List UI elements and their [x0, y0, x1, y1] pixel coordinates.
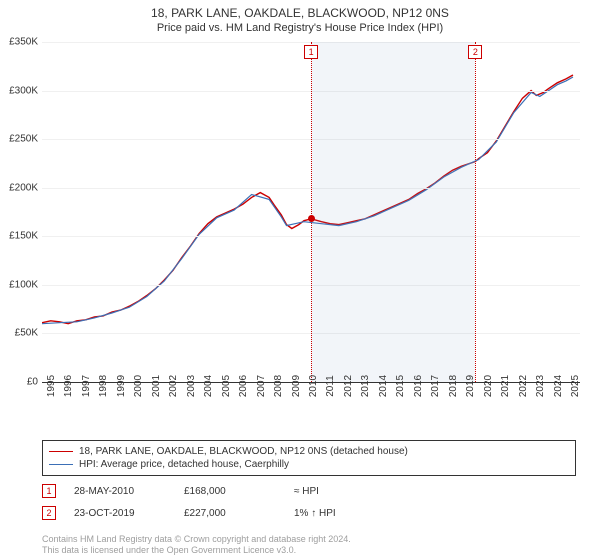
x-tick-label: 1997 [81, 375, 92, 397]
x-tick-label: 2018 [448, 375, 459, 397]
footer-line2: This data is licensed under the Open Gov… [42, 545, 351, 556]
x-tick-label: 2006 [238, 375, 249, 397]
x-tick-label: 2007 [256, 375, 267, 397]
chart-title: 18, PARK LANE, OAKDALE, BLACKWOOD, NP12 … [0, 0, 600, 20]
legend-swatch-subject [49, 451, 73, 452]
x-tick-label: 2002 [168, 375, 179, 397]
x-tick-label: 2021 [500, 375, 511, 397]
x-tick-label: 2023 [535, 375, 546, 397]
marker-line [475, 42, 476, 382]
x-tick-label: 1998 [98, 375, 109, 397]
y-tick-label: £50K [15, 328, 38, 339]
x-tick-label: 2016 [413, 375, 424, 397]
x-tick-label: 2017 [430, 375, 441, 397]
legend: 18, PARK LANE, OAKDALE, BLACKWOOD, NP12 … [42, 440, 576, 476]
plot: 12 [42, 42, 580, 383]
x-tick-label: 2025 [570, 375, 581, 397]
legend-swatch-hpi [49, 464, 73, 465]
x-tick-label: 2020 [483, 375, 494, 397]
marker-box: 2 [468, 45, 482, 59]
y-tick-label: £300K [9, 85, 38, 96]
x-tick-label: 1996 [63, 375, 74, 397]
x-tick-label: 1995 [46, 375, 57, 397]
footer-line1: Contains HM Land Registry data © Crown c… [42, 534, 351, 545]
x-tick-label: 2019 [465, 375, 476, 397]
x-tick-label: 2011 [325, 375, 336, 397]
sale-date-2: 23-OCT-2019 [74, 508, 184, 519]
series-subject [42, 75, 573, 324]
sale-row-1: 1 28-MAY-2010 £168,000 ≈ HPI [42, 484, 562, 498]
x-tick-label: 2024 [553, 375, 564, 397]
sale-row-2: 2 23-OCT-2019 £227,000 1% ↑ HPI [42, 506, 562, 520]
marker-line [311, 42, 312, 382]
sale-note-2: 1% ↑ HPI [294, 508, 336, 519]
legend-item-subject: 18, PARK LANE, OAKDALE, BLACKWOOD, NP12 … [49, 445, 569, 458]
sale-date-1: 28-MAY-2010 [74, 486, 184, 497]
sale-price-1: £168,000 [184, 486, 294, 497]
y-tick-label: £350K [9, 37, 38, 48]
y-tick-label: £100K [9, 279, 38, 290]
sale-price-2: £227,000 [184, 508, 294, 519]
y-tick-label: £150K [9, 231, 38, 242]
x-tick-label: 2001 [151, 375, 162, 397]
legend-label-hpi: HPI: Average price, detached house, Caer… [79, 459, 289, 470]
x-tick-label: 2010 [308, 375, 319, 397]
chart-subtitle: Price paid vs. HM Land Registry's House … [0, 20, 600, 34]
x-tick-label: 2015 [395, 375, 406, 397]
legend-item-hpi: HPI: Average price, detached house, Caer… [49, 458, 569, 471]
x-tick-label: 2013 [360, 375, 371, 397]
x-tick-label: 2000 [133, 375, 144, 397]
chart-area: 12 £0£50K£100K£150K£200K£250K£300K£350K1… [42, 42, 580, 402]
sale-marker-1: 1 [42, 484, 56, 498]
x-tick-label: 2004 [203, 375, 214, 397]
footer: Contains HM Land Registry data © Crown c… [42, 534, 351, 557]
sale-note-1: ≈ HPI [294, 486, 319, 497]
marker-box: 1 [304, 45, 318, 59]
x-tick-label: 2003 [186, 375, 197, 397]
y-tick-label: £250K [9, 134, 38, 145]
sale-marker-2: 2 [42, 506, 56, 520]
y-tick-label: £200K [9, 182, 38, 193]
series-hpi [42, 77, 573, 324]
x-tick-label: 2008 [273, 375, 284, 397]
x-tick-label: 2012 [343, 375, 354, 397]
x-tick-label: 1999 [116, 375, 127, 397]
x-tick-label: 2009 [291, 375, 302, 397]
y-tick-label: £0 [27, 377, 38, 388]
x-tick-label: 2005 [221, 375, 232, 397]
sale-point-dot [308, 215, 315, 222]
shaded-band [311, 42, 475, 382]
legend-label-subject: 18, PARK LANE, OAKDALE, BLACKWOOD, NP12 … [79, 446, 408, 457]
x-tick-label: 2014 [378, 375, 389, 397]
x-tick-label: 2022 [518, 375, 529, 397]
